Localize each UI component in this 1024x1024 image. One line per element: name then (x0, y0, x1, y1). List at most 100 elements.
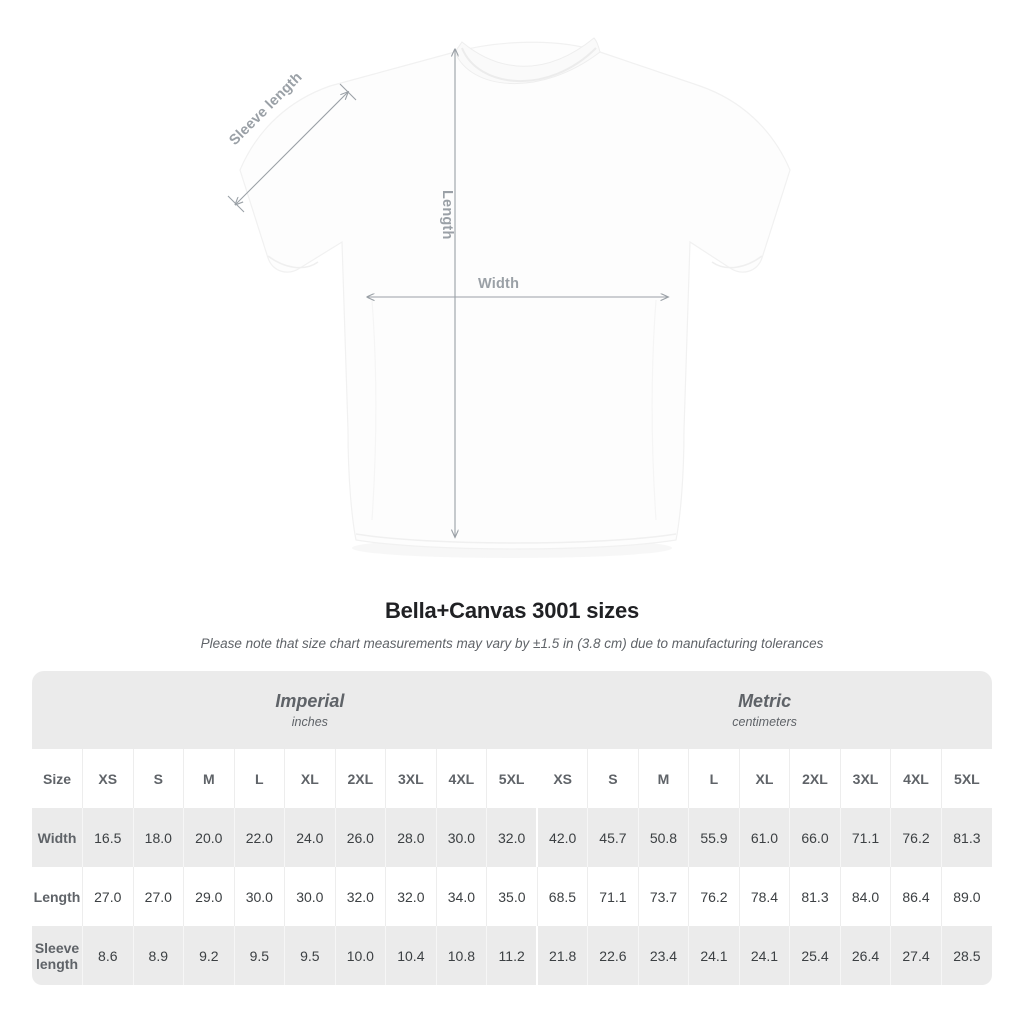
cell-width-imperial-2xl: 26.0 (334, 808, 386, 867)
header-size-metric-5xl: 5XL (940, 749, 992, 808)
cell-sleeve-length-metric-4xl: 27.4 (890, 926, 942, 985)
shirt-fold-right (651, 299, 657, 521)
cell-sleeve-length-imperial-m: 9.2 (183, 926, 235, 985)
cell-length-imperial-l: 30.0 (233, 867, 285, 926)
unit-band-imperial: Imperial inches (82, 671, 538, 749)
cell-sleeve-length-metric-m: 23.4 (637, 926, 689, 985)
cell-sleeve-length-imperial-5xl: 11.2 (486, 926, 538, 985)
row-label-length: Length (32, 867, 83, 926)
size-chart-table: Imperial inches Metric centimeters Size XS S M L… (32, 671, 992, 985)
cell-length-metric-s: 71.1 (587, 867, 639, 926)
size-chart-table-wrapper: Imperial inches Metric centimeters Size XS S M L… (32, 671, 992, 985)
unit-band-row: Imperial inches Metric centimeters (32, 671, 992, 749)
cell-width-metric-xs: 42.0 (536, 808, 588, 867)
cell-sleeve-length-metric-5xl: 28.5 (940, 926, 992, 985)
cell-width-metric-s: 45.7 (587, 808, 639, 867)
cell-sleeve-length-imperial-l: 9.5 (233, 926, 285, 985)
cell-width-imperial-4xl: 30.0 (435, 808, 487, 867)
header-size-metric-3xl: 3XL (839, 749, 891, 808)
table-header-row: Size XS S M L XL 2XL 3XL 4XL 5XL XS S M L XL 2XL 3XL 4XL 5… (32, 749, 992, 808)
header-size-metric-l: L (688, 749, 740, 808)
unit-name: Metric (738, 690, 792, 711)
cell-length-imperial-2xl: 32.0 (334, 867, 386, 926)
cell-length-metric-2xl: 81.3 (789, 867, 841, 926)
cell-sleeve-length-metric-l: 24.1 (688, 926, 740, 985)
header-size-imperial-s: S (132, 749, 184, 808)
header-size-imperial-4xl: 4XL (435, 749, 487, 808)
cell-width-metric-5xl: 81.3 (940, 808, 992, 867)
table-row: Length 27.0 27.0 29.0 30.0 30.0 32.0 32.0 34.0 35… (32, 867, 992, 926)
cell-sleeve-length-metric-2xl: 25.4 (789, 926, 841, 985)
cell-length-imperial-5xl: 35.0 (486, 867, 538, 926)
cell-width-imperial-xs: 16.5 (82, 808, 134, 867)
cell-width-metric-m: 50.8 (637, 808, 689, 867)
row-label-sleeve-length: Sleeve length (32, 926, 83, 985)
unit-subtitle: centimeters (732, 715, 797, 730)
cell-width-metric-xl: 61.0 (738, 808, 790, 867)
cell-length-metric-4xl: 86.4 (890, 867, 942, 926)
table-row: Sleeve length 8.6 8.9 9.2 9.5 9.5 10.0 10.4 10.8… (32, 926, 992, 985)
cell-sleeve-length-imperial-s: 8.9 (132, 926, 184, 985)
cell-width-imperial-xl: 24.0 (284, 808, 336, 867)
cell-sleeve-length-imperial-3xl: 10.4 (385, 926, 437, 985)
cell-length-imperial-xl: 30.0 (284, 867, 336, 926)
unit-band-metric: Metric centimeters (537, 671, 992, 749)
title-block: Bella+Canvas 3001 sizes Please note that… (0, 598, 1024, 651)
header-size-imperial-5xl: 5XL (486, 749, 538, 808)
header-size-metric-2xl: 2XL (789, 749, 841, 808)
unit-band-spacer (32, 671, 83, 749)
shirt-right-sleeve-hem (711, 255, 763, 269)
cell-sleeve-length-imperial-4xl: 10.8 (435, 926, 487, 985)
table-row: Width 16.5 18.0 20.0 22.0 24.0 26.0 28.0 30.0 32.… (32, 808, 992, 867)
cell-length-imperial-s: 27.0 (132, 867, 184, 926)
shirt-collar (454, 37, 601, 84)
cell-sleeve-length-metric-xl: 24.1 (738, 926, 790, 985)
shirt-neckline-inner (461, 47, 597, 82)
header-size-metric-m: M (637, 749, 689, 808)
header-size-imperial-xs: XS (82, 749, 134, 808)
header-size-imperial-xl: XL (284, 749, 336, 808)
cell-sleeve-length-imperial-2xl: 10.0 (334, 926, 386, 985)
cell-width-imperial-l: 22.0 (233, 808, 285, 867)
cell-sleeve-length-imperial-xl: 9.5 (284, 926, 336, 985)
unit-subtitle: inches (291, 715, 328, 730)
unit-name: Imperial (275, 690, 345, 711)
cell-width-imperial-s: 18.0 (132, 808, 184, 867)
cell-length-imperial-xs: 27.0 (82, 867, 134, 926)
page-subtitle: Please note that size chart measurements… (200, 636, 824, 651)
header-size-imperial-2xl: 2XL (334, 749, 386, 808)
cell-sleeve-length-imperial-xs: 8.6 (82, 926, 134, 985)
cell-sleeve-length-metric-3xl: 26.4 (839, 926, 891, 985)
page-title: Bella+Canvas 3001 sizes (384, 598, 640, 623)
header-size-imperial-3xl: 3XL (385, 749, 437, 808)
cell-sleeve-length-metric-xs: 21.8 (536, 926, 588, 985)
header-size-metric-xs: XS (536, 749, 588, 808)
cell-width-metric-4xl: 76.2 (890, 808, 942, 867)
header-size-imperial-l: L (233, 749, 285, 808)
shirt-fold-left (371, 299, 377, 521)
header-size-metric-xl: XL (738, 749, 790, 808)
header-size-metric-s: S (587, 749, 639, 808)
shirt-left-sleeve-hem (267, 255, 319, 269)
length-label: Length (439, 190, 455, 240)
header-size-label: Size (32, 749, 83, 808)
cell-width-imperial-m: 20.0 (183, 808, 235, 867)
width-label: Width (478, 276, 520, 292)
cell-length-metric-l: 76.2 (688, 867, 740, 926)
cell-length-metric-xl: 78.4 (738, 867, 790, 926)
cell-width-metric-2xl: 66.0 (789, 808, 841, 867)
cell-length-metric-m: 73.7 (637, 867, 689, 926)
sleeve-length-arrow (227, 83, 357, 213)
cell-sleeve-length-metric-s: 22.6 (587, 926, 639, 985)
cell-length-metric-xs: 68.5 (536, 867, 588, 926)
row-label-width: Width (32, 808, 83, 867)
cell-width-imperial-5xl: 32.0 (486, 808, 538, 867)
tshirt-illustration (227, 37, 791, 550)
cell-length-metric-3xl: 84.0 (839, 867, 891, 926)
tshirt-diagram: Sleeve length Length Width (226, 37, 791, 550)
header-size-imperial-m: M (183, 749, 235, 808)
cell-width-imperial-3xl: 28.0 (385, 808, 437, 867)
cell-length-metric-5xl: 89.0 (940, 867, 992, 926)
cell-length-imperial-m: 29.0 (183, 867, 235, 926)
cell-width-metric-l: 55.9 (688, 808, 740, 867)
